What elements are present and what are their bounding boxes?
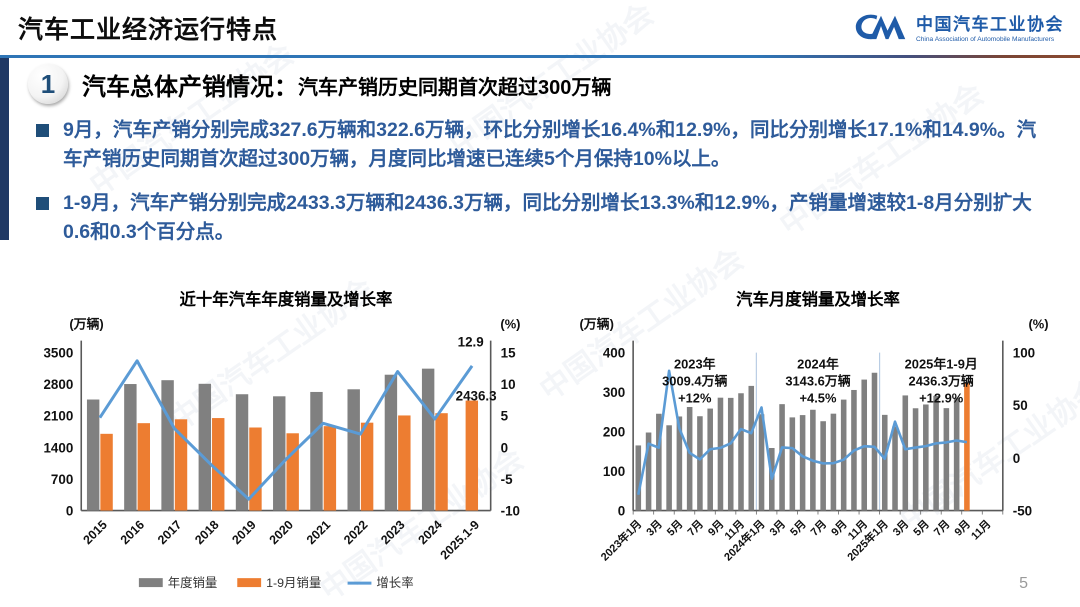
- annual-growth-line: [98, 359, 474, 501]
- svg-text:11月: 11月: [968, 517, 993, 542]
- year-annotation-2: 2024年: [797, 356, 839, 371]
- section-title: 汽车总体产销情况：: [82, 73, 298, 101]
- svg-text:2018: 2018: [192, 518, 221, 547]
- svg-text:400: 400: [603, 346, 625, 361]
- bullet-text-1: 9月，汽车产销分别完成327.6万辆和322.6万辆，环比分别增长16.4%和1…: [63, 119, 1037, 171]
- section-subtitle: 汽车产销历史同期首次超过300万辆: [298, 77, 612, 99]
- annual-bars: [86, 368, 479, 511]
- bullet-list: 9月，汽车产销分别完成327.6万辆和322.6万辆，环比分别增长16.4%和1…: [36, 116, 1050, 261]
- page-number: 5: [1019, 575, 1028, 592]
- svg-text:15: 15: [501, 346, 516, 361]
- monthly-chart-title: 汽车月度销量及增长率: [736, 290, 900, 309]
- svg-text:2020: 2020: [267, 518, 296, 547]
- svg-text:2023: 2023: [378, 518, 407, 547]
- logo-name-en: China Association of Automobile Manufact…: [916, 35, 1055, 43]
- year-annotation-3: 2025年1-9月: [905, 356, 978, 371]
- year-annotation-2: +4.5%: [799, 390, 836, 405]
- section-heading: 1 汽车总体产销情况： 汽车产销历史同期首次超过300万辆: [28, 64, 611, 104]
- svg-text:-50: -50: [1013, 504, 1032, 519]
- monthly-left-axis-label: (万辆): [579, 317, 613, 332]
- svg-text:0: 0: [618, 504, 625, 519]
- svg-text:2024: 2024: [415, 518, 444, 547]
- year-annotation-1: 2023年: [674, 356, 716, 371]
- annual-sales-chart: 近十年汽车年度销量及增长率 (万辆) (%) 0 700 1400 2100 2800 3500…: [43, 290, 520, 590]
- svg-text:5月: 5月: [787, 517, 808, 538]
- year-annotation-3: +12.9%: [919, 390, 964, 405]
- last-bar-label: 2436.3: [456, 388, 497, 403]
- bullet-square-icon: [36, 124, 49, 137]
- svg-text:7月: 7月: [931, 517, 952, 538]
- annual-chart-title: 近十年汽车年度销量及增长率: [180, 290, 393, 309]
- svg-text:5月: 5月: [911, 517, 932, 538]
- logo-name-cn: 中国汽车工业协会: [916, 14, 1064, 34]
- legend-growth-rate: 增长率: [376, 575, 413, 590]
- growth-end-label: 12.9: [458, 335, 484, 350]
- svg-text:7月: 7月: [685, 517, 706, 538]
- svg-text:700: 700: [51, 472, 73, 487]
- year-annotation-2: 3143.6万辆: [785, 373, 850, 388]
- bullet-text-2: 1-9月，汽车产销分别完成2433.3万辆和2436.3万辆，同比分别增长13.…: [63, 191, 1032, 243]
- svg-text:1400: 1400: [43, 440, 73, 455]
- annual-right-axis-label: (%): [500, 317, 520, 332]
- svg-text:5月: 5月: [664, 517, 685, 538]
- year-annotation-3: 2436.3万辆: [909, 373, 974, 388]
- svg-text:2023年1月: 2023年1月: [598, 517, 645, 564]
- bullet-square-icon: [36, 196, 49, 210]
- svg-text:3500: 3500: [43, 346, 73, 361]
- svg-text:0: 0: [501, 440, 508, 455]
- svg-text:0: 0: [1013, 451, 1020, 466]
- left-accent-bar: [0, 58, 9, 240]
- svg-text:200: 200: [603, 425, 625, 440]
- svg-text:2015: 2015: [81, 518, 110, 547]
- svg-text:3月: 3月: [644, 517, 665, 538]
- svg-text:2022: 2022: [341, 518, 370, 547]
- svg-text:0: 0: [66, 504, 73, 519]
- page-title: 汽车工业经济运行特点: [18, 16, 279, 44]
- monthly-growth-line: [637, 369, 968, 496]
- svg-text:-5: -5: [501, 472, 513, 487]
- annual-left-axis-label: (万辆): [69, 317, 103, 332]
- header-divider: [0, 55, 1080, 58]
- svg-text:2800: 2800: [43, 377, 73, 392]
- svg-text:-10: -10: [501, 504, 520, 519]
- svg-text:2019: 2019: [229, 518, 258, 547]
- svg-text:2025.1-9: 2025.1-9: [438, 518, 483, 563]
- svg-text:7月: 7月: [808, 517, 829, 538]
- svg-text:2017: 2017: [155, 518, 184, 547]
- svg-text:5: 5: [501, 409, 509, 424]
- svg-text:2021: 2021: [304, 518, 333, 547]
- year-annotation-1: +12%: [678, 390, 712, 405]
- svg-text:100: 100: [1013, 346, 1035, 361]
- svg-text:10: 10: [501, 377, 516, 392]
- caam-logo-text: 中国汽车工业协会 China Association of Automobile…: [916, 10, 1064, 43]
- bullet-item-2: 1-9月，汽车产销分别完成2433.3万辆和2436.3万辆，同比分别增长13.…: [36, 189, 1050, 248]
- caam-logo-icon: [855, 14, 906, 40]
- svg-text:2016: 2016: [118, 518, 147, 547]
- monthly-right-axis-label: (%): [1028, 317, 1048, 332]
- legend-jan-sep-sales: 1-9月销量: [266, 576, 321, 590]
- svg-text:3月: 3月: [890, 517, 911, 538]
- legend-annual-sales: 年度销量: [168, 575, 218, 590]
- svg-text:50: 50: [1013, 398, 1028, 413]
- section-number-badge: 1: [28, 64, 68, 104]
- caam-logo: 中国汽车工业协会 China Association of Automobile…: [853, 6, 1064, 46]
- svg-text:300: 300: [603, 385, 625, 400]
- monthly-sales-chart: 汽车月度销量及增长率 (万辆) (%) 0 100 200 300 400 -50 0 50 100 2…: [579, 290, 1048, 564]
- svg-text:2100: 2100: [43, 409, 73, 424]
- svg-text:100: 100: [603, 464, 625, 479]
- bullet-item-1: 9月，汽车产销分别完成327.6万辆和322.6万辆，环比分别增长16.4%和1…: [36, 116, 1050, 175]
- svg-text:3月: 3月: [767, 517, 788, 538]
- year-annotation-1: 3009.4万辆: [662, 373, 727, 388]
